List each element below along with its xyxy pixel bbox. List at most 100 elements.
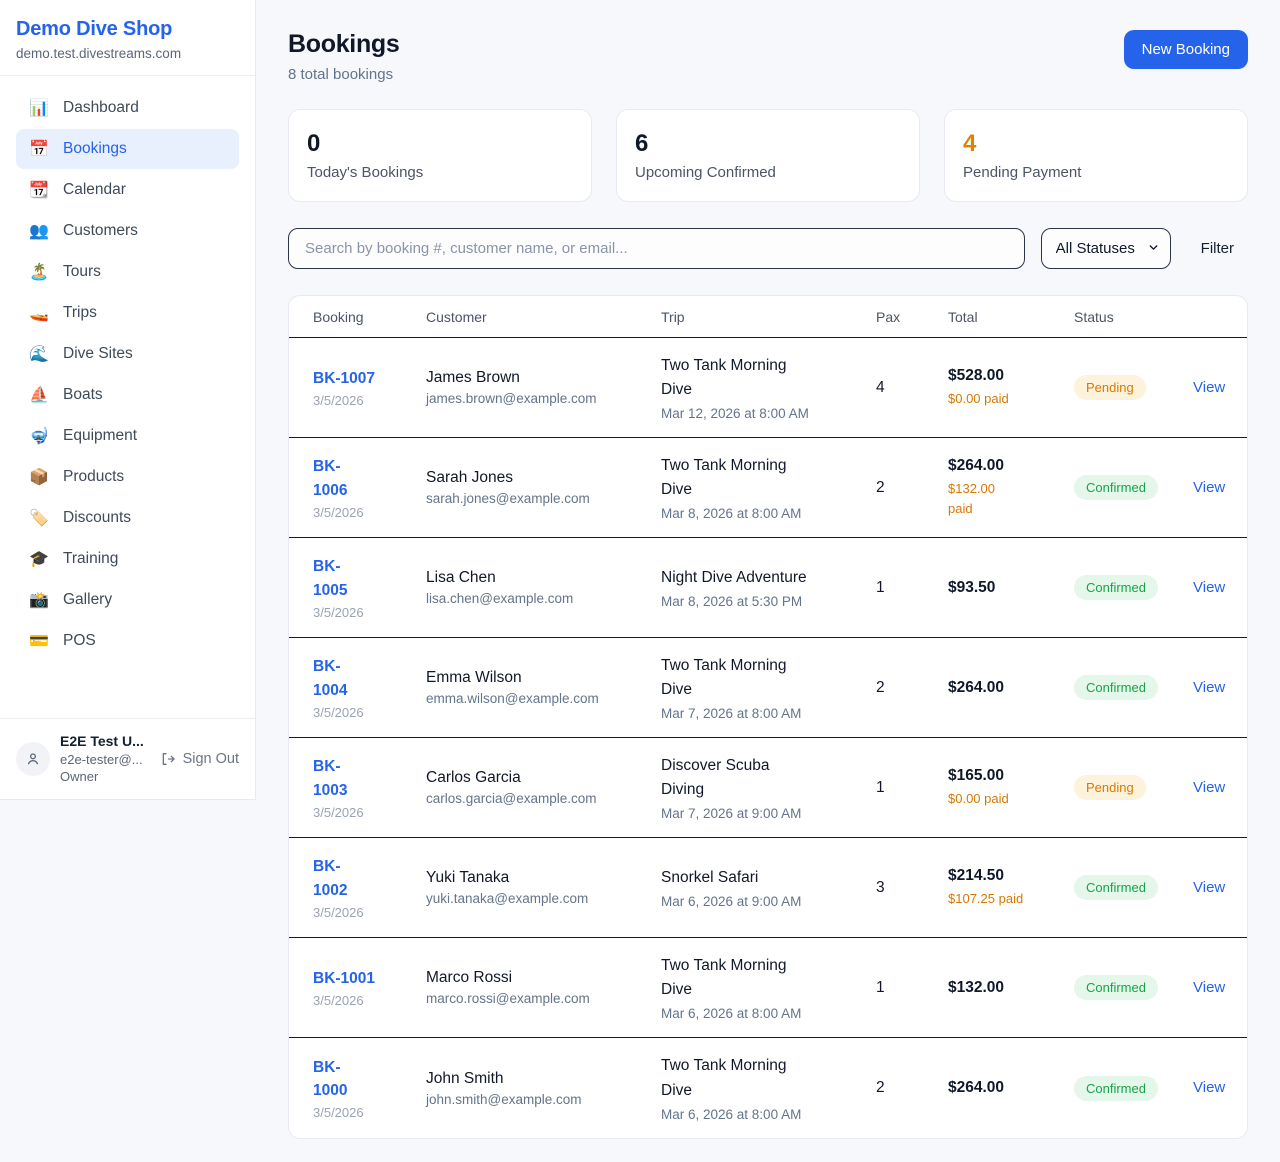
sidebar-item-calendar[interactable]: 📆 Calendar bbox=[29, 181, 126, 199]
customer-name: Lisa Chen bbox=[426, 569, 496, 586]
customer-name: Emma Wilson bbox=[426, 669, 522, 686]
table-row: BK- 1004 3/5/2026 Emma Wilson emma.wilso… bbox=[289, 638, 1247, 738]
customer-email: james.brown@example.com bbox=[426, 391, 597, 406]
status-badge: Confirmed bbox=[1074, 1075, 1158, 1101]
dive-sites-icon: 🌊 bbox=[29, 346, 49, 363]
column-header-pax: Pax bbox=[876, 308, 901, 325]
view-link[interactable]: View bbox=[1193, 878, 1226, 896]
sidebar-item-pos[interactable]: 💳 POS bbox=[29, 632, 96, 650]
pax-count: 1 bbox=[876, 578, 885, 596]
tours-icon: 🏝️ bbox=[29, 264, 49, 281]
stat-label: Today's Bookings bbox=[307, 164, 424, 181]
dashboard-icon: 📊 bbox=[29, 100, 49, 117]
booking-id-link[interactable]: BK- 1004 bbox=[313, 658, 348, 699]
status-badge: Pending bbox=[1074, 775, 1146, 800]
sidebar-item-customers[interactable]: 👥 Customers bbox=[29, 222, 138, 240]
brand-domain: demo.test.divestreams.com bbox=[16, 46, 182, 61]
column-header-trip: Trip bbox=[661, 308, 685, 325]
view-link[interactable]: View bbox=[1193, 778, 1226, 796]
avatar bbox=[16, 742, 50, 776]
user-name: E2E Test U... bbox=[60, 733, 144, 750]
view-link[interactable]: View bbox=[1193, 378, 1226, 396]
trip-name: Two Tank Morning Dive bbox=[661, 656, 787, 698]
customer-email: yuki.tanaka@example.com bbox=[426, 891, 589, 906]
booking-id-link[interactable]: BK- 1005 bbox=[313, 558, 348, 599]
sidebar-item-training[interactable]: 🎓 Training bbox=[29, 550, 119, 568]
trip-datetime: Mar 6, 2026 at 9:00 AM bbox=[661, 894, 802, 909]
view-link[interactable]: View bbox=[1193, 578, 1226, 596]
sign-out-button[interactable]: Sign Out bbox=[160, 751, 239, 767]
trip-datetime: Mar 8, 2026 at 5:30 PM bbox=[661, 594, 803, 609]
sidebar-item-gallery[interactable]: 📸 Gallery bbox=[29, 591, 113, 609]
view-link[interactable]: View bbox=[1193, 478, 1226, 496]
sidebar-item-equipment[interactable]: 🤿 Equipment bbox=[29, 427, 138, 445]
booking-id-link[interactable]: BK-1001 bbox=[313, 969, 376, 987]
brand-name[interactable]: Demo Dive Shop bbox=[16, 18, 173, 40]
boats-icon: ⛵ bbox=[29, 387, 49, 404]
view-link[interactable]: View bbox=[1193, 978, 1226, 996]
stat-cards: 0 Today's Bookings 6 Upcoming Confirmed … bbox=[288, 109, 1248, 202]
view-link[interactable]: View bbox=[1193, 1079, 1226, 1096]
page-subtitle: 8 total bookings bbox=[288, 66, 394, 83]
user-info: E2E Test U... e2e-tester@... Owner bbox=[60, 732, 150, 786]
sidebar-item-tours[interactable]: 🏝️ Tours bbox=[29, 263, 101, 281]
total-amount: $264.00 bbox=[948, 457, 1005, 474]
sidebar-item-dashboard[interactable]: 📊 Dashboard bbox=[29, 99, 139, 117]
booking-id-link[interactable]: BK- 1006 bbox=[313, 458, 348, 499]
bookings-table: Booking Customer Trip Pax Total Status BK-100… bbox=[288, 295, 1248, 1139]
search-input[interactable] bbox=[288, 228, 1025, 269]
user-box: E2E Test U... e2e-tester@... Owner Sign … bbox=[0, 718, 255, 799]
paid-amount: $107.25 paid bbox=[948, 890, 1024, 906]
table-row: BK- 1003 3/5/2026 Carlos Garcia carlos.g… bbox=[289, 738, 1247, 838]
total-amount: $214.50 bbox=[948, 866, 1005, 884]
customer-name: Carlos Garcia bbox=[426, 769, 521, 786]
bookings-icon: 📅 bbox=[29, 141, 49, 158]
trip-name: Discover Scuba Diving bbox=[661, 756, 770, 798]
status-select[interactable]: All Statuses bbox=[1040, 228, 1171, 269]
booking-date: 3/5/2026 bbox=[313, 993, 364, 1009]
user-role: Owner bbox=[60, 769, 99, 785]
view-link[interactable]: View bbox=[1193, 678, 1226, 696]
status-select-wrap: All Statuses bbox=[1040, 228, 1171, 269]
booking-id-link[interactable]: BK-1007 bbox=[313, 369, 376, 387]
total-amount: $264.00 bbox=[948, 678, 1005, 696]
customer-name: Yuki Tanaka bbox=[426, 869, 510, 886]
filter-button[interactable]: Filter bbox=[1187, 232, 1248, 265]
booking-id-link[interactable]: BK- 1003 bbox=[313, 758, 348, 799]
sidebar-nav: 📊 Dashboard 📅 Bookings 📆 Calendar 👥 Cust… bbox=[0, 76, 255, 718]
customers-icon: 👥 bbox=[29, 223, 49, 240]
total-amount: $93.50 bbox=[948, 578, 996, 596]
sidebar-item-discounts[interactable]: 🏷️ Discounts bbox=[29, 509, 132, 527]
sidebar-item-dive-sites[interactable]: 🌊 Dive Sites bbox=[29, 345, 133, 363]
column-header-booking: Booking bbox=[313, 308, 364, 325]
main-content: Bookings 8 total bookings New Booking 0 … bbox=[256, 0, 1280, 1162]
booking-id-link[interactable]: BK- 1002 bbox=[313, 858, 348, 899]
sign-out-icon bbox=[162, 753, 175, 765]
table-row: BK-1001 3/5/2026 Marco Rossi marco.rossi… bbox=[289, 938, 1247, 1038]
customer-email: marco.rossi@example.com bbox=[426, 991, 590, 1006]
customer-email: sarah.jones@example.com bbox=[426, 491, 590, 506]
customer-name: Marco Rossi bbox=[426, 969, 513, 986]
table-row: BK- 1002 3/5/2026 Yuki Tanaka yuki.tanak… bbox=[289, 838, 1247, 938]
trip-name: Night Dive Adventure bbox=[661, 568, 807, 586]
booking-date: 3/5/2026 bbox=[313, 804, 364, 820]
table-row: BK- 1000 3/5/2026 John Smith john.smith@… bbox=[289, 1038, 1247, 1138]
table-body: BK-1007 3/5/2026 James Brown james.brown… bbox=[289, 338, 1247, 1138]
new-booking-button[interactable]: New Booking bbox=[1123, 30, 1248, 69]
sidebar-item-bookings[interactable]: 📅 Bookings bbox=[16, 129, 239, 169]
trip-datetime: Mar 7, 2026 at 9:00 AM bbox=[661, 806, 802, 822]
booking-id-link[interactable]: BK- 1000 bbox=[313, 1058, 348, 1099]
paid-amount: $0.00 paid bbox=[948, 390, 1009, 406]
pax-count: 2 bbox=[876, 478, 885, 496]
trip-name: Two Tank Morning Dive bbox=[661, 456, 787, 498]
user-email: e2e-tester@... bbox=[60, 751, 143, 767]
brand-block: Demo Dive Shop demo.test.divestreams.com bbox=[0, 0, 255, 76]
sidebar-item-products[interactable]: 📦 Products bbox=[29, 468, 125, 486]
booking-date: 3/5/2026 bbox=[313, 1105, 364, 1121]
sidebar-item-boats[interactable]: ⛵ Boats bbox=[29, 386, 103, 404]
person-icon bbox=[28, 753, 38, 765]
trip-datetime: Mar 7, 2026 at 8:00 AM bbox=[661, 706, 802, 722]
stat-label: Pending Payment bbox=[963, 164, 1082, 181]
sidebar-item-trips[interactable]: 🚤 Trips bbox=[29, 304, 97, 322]
trip-datetime: Mar 12, 2026 at 8:00 AM bbox=[661, 406, 809, 422]
